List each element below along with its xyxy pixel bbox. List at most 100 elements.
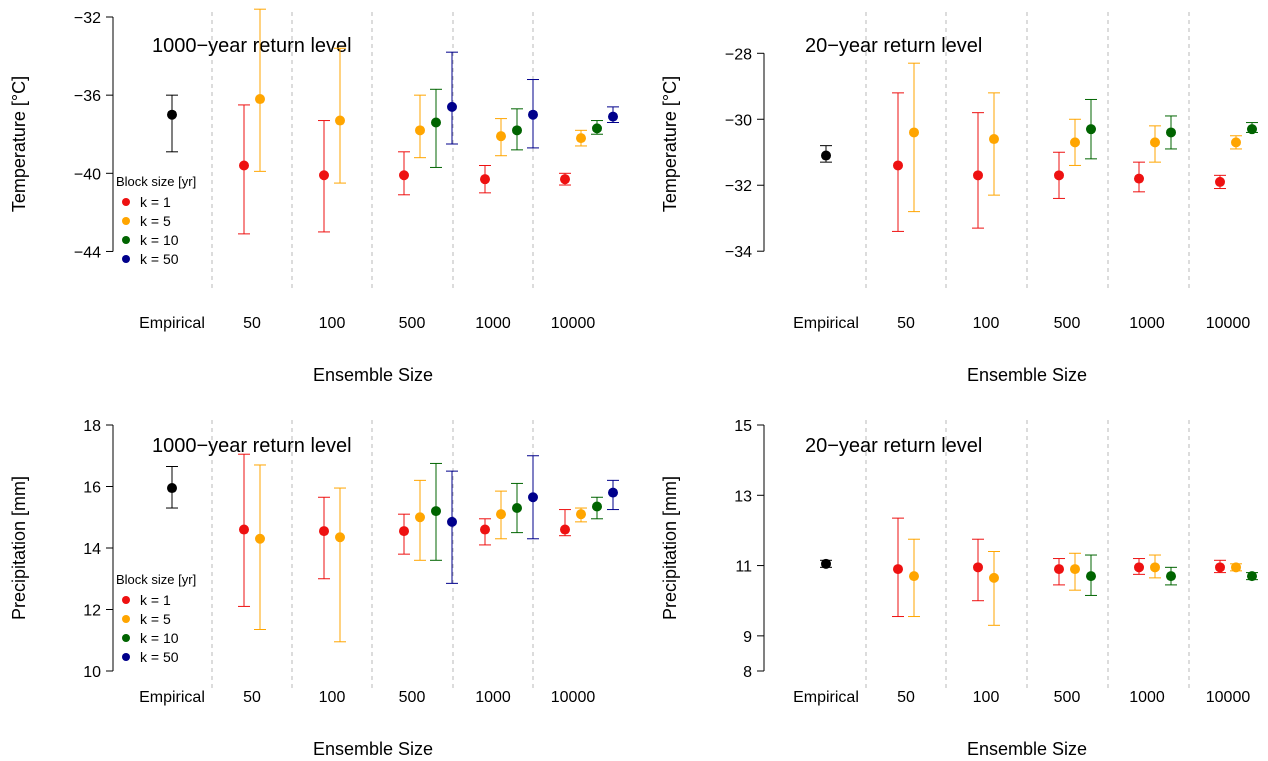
x-category-label: 10000 (1206, 315, 1251, 332)
x-axis-title: Ensemble Size (967, 739, 1087, 759)
data-point (1086, 124, 1096, 135)
data-point (447, 101, 457, 112)
data-point (576, 509, 586, 520)
series-k-10 (1085, 554, 1258, 596)
y-axis-title: Temperature [°C] (9, 76, 29, 212)
data-point (576, 133, 586, 144)
y-tick-label: 13 (734, 488, 752, 505)
legend-marker (122, 198, 130, 206)
data-point (480, 524, 490, 535)
legend: Block size [yr] k = 1 k = 5 k = 10 k = 50 (116, 572, 196, 665)
data-point (592, 123, 602, 134)
data-point (973, 170, 983, 181)
data-point (528, 109, 538, 120)
legend-marker (122, 634, 130, 642)
panel-title: 20−year return level (805, 435, 982, 457)
y-tick-label: 18 (83, 418, 101, 435)
y-tick-label: −44 (74, 244, 101, 261)
x-category-label: Empirical (139, 689, 205, 706)
data-point (1070, 137, 1080, 148)
legend-marker (122, 217, 130, 225)
legend-label: k = 5 (140, 611, 171, 627)
series-k-1 (238, 453, 571, 607)
data-point (335, 532, 345, 543)
data-point (893, 160, 903, 171)
data-point (255, 533, 265, 544)
data-point (528, 492, 538, 503)
data-point (1247, 124, 1257, 135)
legend-marker (122, 653, 130, 661)
data-point (480, 174, 490, 185)
x-axis-title: Ensemble Size (313, 739, 433, 759)
legend-label: k = 50 (140, 251, 179, 267)
legend-title: Block size [yr] (116, 174, 196, 189)
data-point (909, 127, 919, 138)
data-point (239, 524, 249, 535)
data-point (1247, 571, 1257, 582)
series-k-1 (238, 104, 571, 235)
y-tick-label: −32 (74, 10, 101, 27)
chart-panel-3: 10 12 14 16 18 Empirical 50 100 500 1000 10000 Ense… (9, 418, 619, 759)
x-category-label: 1000 (1129, 689, 1165, 706)
legend-marker (122, 615, 130, 623)
data-point (560, 174, 570, 185)
chart-panel-2: −28 −30 −32 −34 Empirical 50 100 500 1000 10000 En… (660, 12, 1258, 385)
y-tick-label: 16 (83, 480, 101, 497)
legend-title: Block size [yr] (116, 572, 196, 587)
legend-label: k = 1 (140, 194, 171, 210)
data-point (909, 571, 919, 582)
series-empirical (820, 558, 832, 569)
legend-marker (122, 596, 130, 604)
y-tick-label: 12 (83, 603, 101, 620)
x-category-label: 1000 (1129, 315, 1165, 332)
y-tick-label: 14 (83, 541, 101, 558)
panel-title: 1000−year return level (152, 435, 352, 457)
series-k-10 (1085, 98, 1258, 160)
y-tick-label: 11 (735, 559, 752, 576)
x-category-label: 10000 (551, 689, 596, 706)
legend: Block size [yr] k = 1 k = 5 k = 10 k = 50 (116, 174, 196, 267)
series-k-50 (446, 51, 619, 149)
x-category-label: 1000 (475, 315, 511, 332)
data-point (496, 509, 506, 520)
series-empirical (820, 145, 832, 163)
series-k-5 (908, 62, 1242, 213)
x-category-label: 100 (973, 689, 1000, 706)
y-tick-label: −32 (725, 178, 752, 195)
data-point (512, 125, 522, 136)
data-point (1150, 137, 1160, 148)
data-point (592, 501, 602, 512)
x-category-label: 50 (897, 689, 915, 706)
series-empirical (166, 466, 178, 509)
data-point (1166, 127, 1176, 138)
x-category-label: 1000 (475, 689, 511, 706)
series-k-10 (430, 88, 603, 168)
data-point (821, 150, 831, 161)
legend-label: k = 1 (140, 592, 171, 608)
x-category-label: Empirical (793, 689, 859, 706)
y-tick-label: −30 (725, 112, 752, 129)
data-point (1231, 137, 1241, 148)
data-point (1134, 562, 1144, 573)
data-point (319, 170, 329, 181)
panel-title: 20−year return level (805, 35, 982, 57)
data-point (167, 483, 177, 494)
y-tick-label: −36 (74, 88, 101, 105)
data-point (1054, 170, 1064, 181)
y-tick-label: 10 (83, 664, 101, 681)
data-point (447, 516, 457, 527)
data-point (431, 117, 441, 128)
y-tick-label: −40 (74, 166, 101, 183)
data-point (1054, 564, 1064, 575)
y-tick-label: −28 (725, 46, 752, 63)
data-point (1134, 173, 1144, 184)
data-point (399, 170, 409, 181)
series-k-5 (908, 538, 1242, 626)
x-axis-title: Ensemble Size (967, 365, 1087, 385)
y-tick-label: 9 (743, 629, 752, 646)
data-point (399, 526, 409, 537)
series-k-10 (430, 462, 603, 561)
panel-title: 1000−year return level (152, 35, 352, 57)
data-point (560, 524, 570, 535)
data-point (1231, 562, 1241, 573)
